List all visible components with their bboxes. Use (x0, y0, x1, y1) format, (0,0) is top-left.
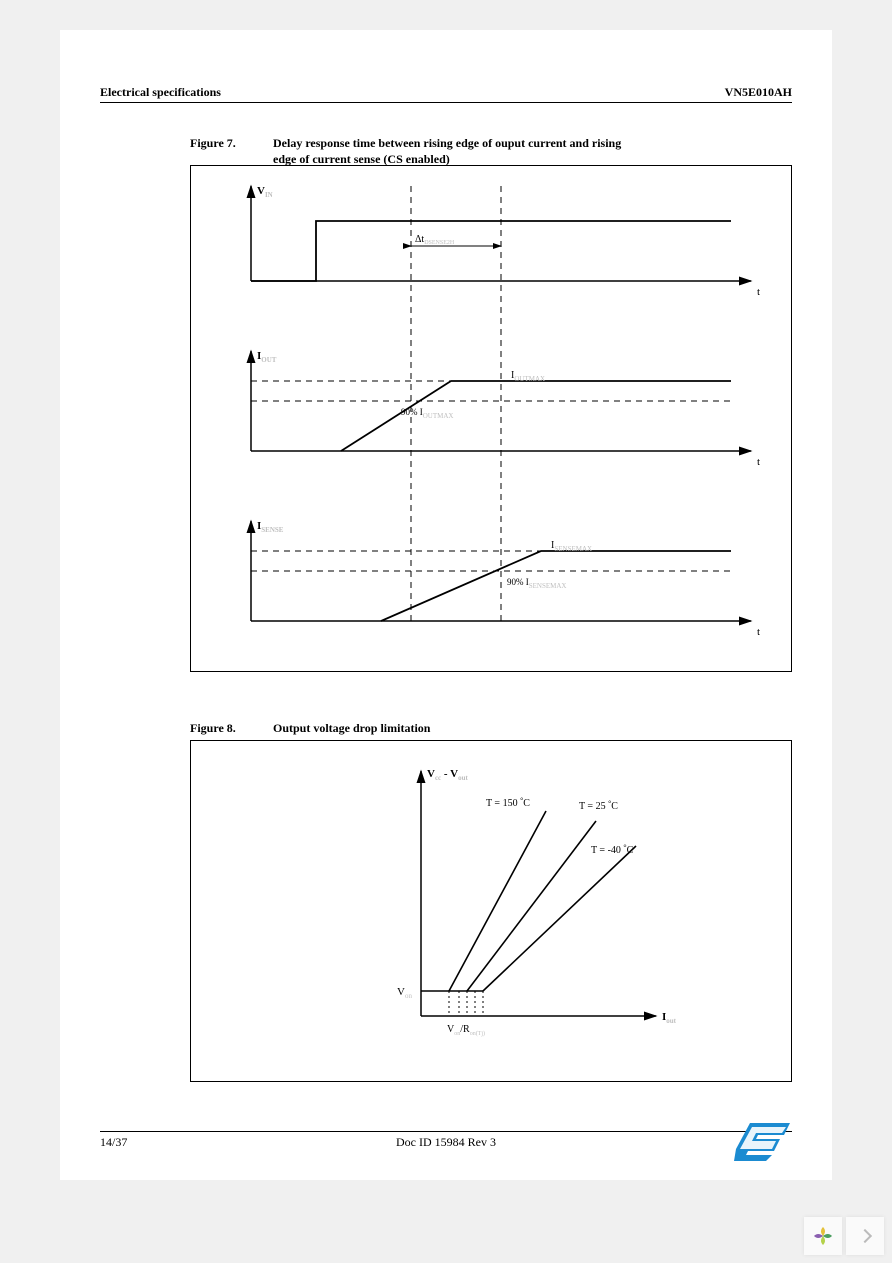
header-rule (100, 102, 792, 103)
figure8-diagram: Vcc - Vout Iout Von Von/Ron(Tj) T = 150 °C T … (190, 740, 792, 1082)
st-logo (732, 1119, 792, 1166)
svg-text:ΔtDSENSE2H: ΔtDSENSE2H (415, 234, 455, 246)
header-section-title: Electrical specifications (100, 85, 221, 100)
svg-text:90% ISENSEMAX: 90% ISENSEMAX (507, 577, 566, 590)
svg-text:T = 25 °C: T = 25 °C (579, 799, 618, 812)
figure7-number: Figure 7. (190, 135, 270, 151)
svg-text:ISENSE: ISENSE (257, 520, 284, 534)
svg-text:Iout: Iout (662, 1011, 677, 1025)
svg-text:IOUTMAX: IOUTMAX (511, 370, 545, 383)
svg-text:ISENSEMAX: ISENSEMAX (551, 540, 592, 553)
svg-text:VIN: VIN (257, 185, 273, 199)
svg-text:t: t (757, 626, 760, 638)
svg-text:t: t (757, 286, 760, 298)
figure7-caption: Figure 7. Delay response time between ri… (190, 135, 790, 167)
figure8-svg: Vcc - Vout Iout Von Von/Ron(Tj) T = 150 °C T … (191, 741, 789, 1079)
svg-text:T = 150 °C: T = 150 °C (486, 796, 530, 809)
svg-text:IOUT: IOUT (257, 350, 277, 364)
figure8-caption: Figure 8. Output voltage drop limitation (190, 720, 430, 736)
next-button[interactable] (846, 1217, 884, 1255)
figure8-title: Output voltage drop limitation (273, 721, 430, 735)
chevron-right-icon (858, 1229, 872, 1243)
app-icon[interactable] (804, 1217, 842, 1255)
svg-text:Von/Ron(Tj): Von/Ron(Tj) (447, 1024, 485, 1037)
header-device-name: VN5E010AH (725, 85, 792, 100)
figure7-title-line1: Delay response time between rising edge … (273, 136, 621, 150)
figure7-svg: VIN t ΔtDSENSE2H IOUT t IOUTMAX 90% IOUTMAX ISE… (191, 166, 789, 669)
viewer-toolbar (804, 1217, 884, 1255)
datasheet-page: Electrical specifications VN5E010AH Figu… (60, 30, 832, 1180)
svg-text:Vcc - Vout: Vcc - Vout (427, 768, 468, 782)
svg-text:90% IOUTMAX: 90% IOUTMAX (401, 407, 453, 420)
figure8-number: Figure 8. (190, 720, 270, 736)
svg-text:T = -40 °C: T = -40 °C (591, 843, 634, 856)
figure7-diagram: VIN t ΔtDSENSE2H IOUT t IOUTMAX 90% IOUTMAX ISE… (190, 165, 792, 672)
footer-rule (100, 1131, 792, 1132)
doc-id: Doc ID 15984 Rev 3 (60, 1135, 832, 1150)
svg-text:Von: Von (397, 986, 412, 1000)
svg-text:t: t (757, 456, 760, 468)
